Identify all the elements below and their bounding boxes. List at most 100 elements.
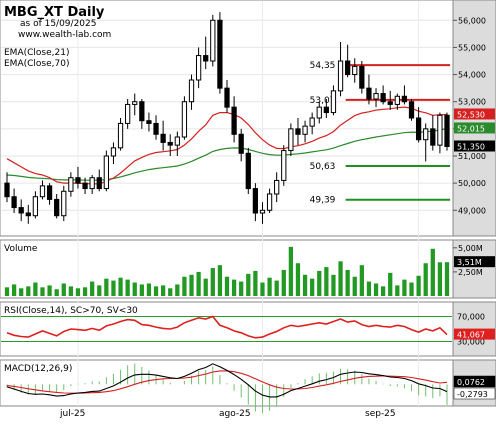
macd-title: MACD(12,26,9)	[4, 364, 72, 374]
candle-body	[423, 128, 429, 141]
volume-bar	[68, 286, 73, 296]
volume-bar	[40, 287, 45, 296]
candle-body	[4, 182, 10, 198]
volume-bar	[310, 278, 315, 296]
candle-body	[309, 117, 315, 127]
volume-bar	[111, 280, 116, 296]
candle-body	[345, 60, 351, 76]
candle-body	[89, 177, 95, 190]
volume-bar	[203, 278, 208, 296]
candle-body	[288, 128, 294, 152]
volume-tick-label: 2,50M	[458, 268, 483, 277]
candle-body	[110, 147, 117, 157]
candle-body	[117, 122, 124, 149]
source-watermark: www.wealth-lab.com	[18, 30, 111, 40]
candle-body	[32, 196, 39, 217]
candle-body	[167, 141, 173, 146]
candle-body	[415, 117, 422, 141]
volume-bar	[61, 283, 66, 296]
volume-bar	[104, 278, 109, 296]
candle-body	[25, 212, 31, 217]
x-tick-jul: jul-25	[59, 409, 85, 419]
candle-body	[210, 19, 216, 62]
macd-last-tag	[453, 375, 496, 388]
rsi-tick-label: 70,000	[457, 313, 485, 322]
candle-body	[54, 198, 60, 217]
timeframe-text: Daily	[67, 5, 104, 20]
candle-body	[82, 182, 88, 190]
rsi-title: RSI(Close,14), SC>70, SV<30	[4, 306, 138, 316]
volume-bar	[97, 285, 102, 296]
candle-body	[366, 87, 372, 100]
last-price-tag	[454, 108, 495, 120]
volume-bar	[274, 280, 279, 296]
price-pane	[0, 0, 454, 237]
candle-body	[96, 177, 102, 190]
price-tick-label: 55,000	[458, 43, 486, 52]
price-layer: 54,35 53,07 50,63 49,39	[4, 12, 451, 224]
macd-layer	[6, 363, 448, 414]
candle-body	[430, 128, 436, 146]
candle-body	[75, 177, 81, 184]
volume-bar	[153, 286, 159, 296]
candle-body	[160, 133, 166, 143]
price-tick-label: 50,000	[458, 179, 486, 188]
level-line-label: 50,63	[310, 162, 336, 172]
candle-body	[46, 185, 53, 200]
volume-bar	[302, 274, 308, 296]
volume-bar	[168, 288, 173, 296]
candle-body	[203, 55, 209, 62]
price-tick-label: 56,000	[458, 16, 486, 25]
volume-bar	[359, 265, 364, 296]
rsi-last-tag	[454, 328, 495, 340]
candle-body	[408, 101, 415, 119]
volume-bar	[196, 271, 201, 296]
volume-bar	[26, 286, 31, 296]
candle-body	[11, 196, 17, 209]
volume-bar	[132, 282, 137, 296]
candle-body	[401, 95, 408, 103]
x-tick-ago: ago-25	[219, 409, 251, 419]
candle-body	[68, 177, 74, 192]
volume-bar	[33, 282, 38, 296]
candle-body	[295, 128, 301, 135]
volume-bar	[189, 274, 194, 296]
price-tick-label: 51,000	[458, 152, 486, 161]
volume-axis	[452, 239, 496, 299]
rsi-last-label: 41,067	[457, 331, 485, 340]
candle-body	[139, 101, 145, 122]
price-tick-label: 49,000	[458, 206, 486, 215]
rsi-layer	[1, 315, 452, 342]
volume-bar	[409, 282, 414, 296]
candle-body	[387, 101, 393, 105]
candle-body	[146, 120, 152, 124]
volume-bar	[366, 281, 372, 296]
macd-line	[6, 363, 448, 398]
last-price-label: 52,015	[457, 124, 485, 133]
candle-body	[231, 106, 237, 135]
volume-bar	[352, 276, 357, 296]
volume-bar	[288, 246, 293, 296]
candle-body	[380, 93, 386, 103]
last-price-tag	[454, 140, 495, 152]
volume-bar	[388, 272, 393, 296]
candle-body	[224, 87, 230, 108]
chart-symbol-title: MBG_XT Daily	[4, 5, 105, 20]
last-price-tag	[454, 122, 495, 134]
volume-bar	[402, 279, 407, 296]
candle-body	[195, 55, 202, 81]
candle-body	[217, 19, 223, 89]
macd-last-tag	[453, 387, 496, 400]
macd-last-label: 0,0762	[457, 378, 485, 387]
price-tick-label: 53,000	[458, 98, 486, 107]
level-line-label: 49,39	[310, 196, 336, 206]
candle-body	[132, 101, 138, 105]
candle-body	[330, 90, 337, 114]
candle-body	[252, 188, 259, 214]
volume-bar	[54, 289, 59, 296]
candle-body	[323, 106, 329, 114]
volume-bar	[182, 276, 187, 296]
candle-body	[266, 193, 273, 211]
